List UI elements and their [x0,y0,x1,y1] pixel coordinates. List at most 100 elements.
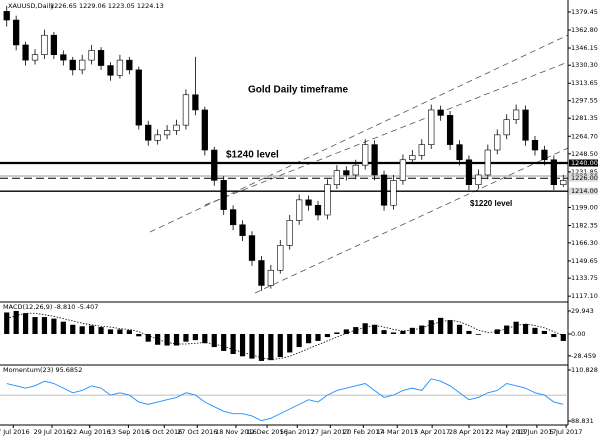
candle-body [192,94,199,111]
chart-title: XAUUSD,Daily [8,2,54,10]
x-tick-label: 7 Jul 2016 [0,428,30,436]
candle-body [248,235,256,261]
candle-body [399,159,407,181]
macd-bar [296,334,302,348]
macd-bar [428,320,434,334]
macd-bar [239,334,246,357]
x-tick-label: 14 Mar 2017 [377,428,418,436]
candle-body [418,144,425,156]
x-tick-label: 13 Sep 2016 [108,428,149,436]
macd-bar [155,334,161,345]
macd-bar [560,334,566,341]
y-tick-label: 0.00 [571,330,585,338]
x-tick-label: 5 Oct 2016 [146,428,182,436]
macd-bar [466,330,472,334]
x-tick-label: 22 Aug 2016 [69,428,111,436]
momentum-line [6,378,564,422]
macd-bar [268,334,274,361]
macd-bar [362,323,368,334]
macd-bar [287,334,293,353]
candle-body [343,170,350,176]
x-tick-label: 12 Dec 2016 [246,428,288,436]
macd-bar [315,334,321,341]
level-label: 1226.00 [571,174,598,182]
candle-body [503,119,510,136]
candle-body [182,94,190,126]
candle-body [31,54,39,61]
candle-body [512,109,520,120]
y-tick-label: 110.828 [571,366,598,374]
candle-body [97,50,105,66]
y-tick-label: 1362.80 [571,26,598,34]
candle-body [79,59,86,71]
candle-body [60,54,67,61]
candle-body [428,109,435,145]
y-tick-label: 1330.30 [571,61,598,69]
y-tick-label: 1379.45 [571,8,598,16]
candle-body [22,44,29,61]
y-tick-label: 29.943 [571,307,594,315]
macd-bar [334,332,340,334]
y-tick-label: 1231.85 [571,168,598,176]
y-tick-label: 1149.65 [571,257,598,265]
macd-bar [447,320,453,334]
x-tick-label: 20 Feb 2017 [343,428,383,436]
y-tick-label: 1313.65 [571,79,598,87]
candle-body [163,130,171,136]
candle-body [258,260,265,286]
candle-body [50,34,58,56]
macd-bar [230,334,236,354]
macd-bar [504,325,510,334]
y-tick-label: 1182.35 [571,221,598,229]
macd-bar [221,334,227,351]
level-tag [569,174,598,182]
macd-bar [32,317,38,334]
candle-body [362,144,369,166]
panel-title: MACD(12,26,9) -8.810 -5.407 [3,303,98,311]
macd-bar [98,327,104,334]
macd-bar [22,313,29,334]
trend-lines [149,34,569,294]
x-tick-label: 13 Jun 2017 [517,428,556,436]
candle-body [220,180,227,210]
annotation: $1220 level [470,199,512,208]
candle-body [286,220,293,246]
x-tick-label: 5 Apr 2017 [414,428,450,436]
x-tick-label: 5 Jan 2017 [280,428,315,436]
candle-body [3,11,10,21]
level-label: 1214.00 [571,187,598,195]
macd-bar [79,326,85,334]
macd-bar [4,312,10,334]
macd-bar [409,327,415,334]
macd-bar [456,324,463,334]
trend-line [204,61,569,206]
macd-bar [60,321,66,334]
macd-bar [173,334,180,346]
y-tick-label: 1264.70 [571,132,598,140]
candle-body [371,144,378,176]
candle-body [475,174,482,185]
y-tick-label: 1248.50 [571,150,598,158]
macd-bar [343,329,349,334]
macd-bar [381,330,387,334]
candle-body [437,109,444,116]
candle-body [201,109,208,151]
macd-bar [541,330,548,334]
candle-body [550,159,557,185]
macd-bar [324,334,331,338]
candle-body [88,50,95,61]
candle-body [494,134,501,151]
candle-body [409,155,416,161]
candle-body [239,224,246,236]
candle-body [324,184,331,216]
candle-body [13,19,20,46]
x-tick-label: 22 May 2017 [485,428,527,436]
macd-bar [117,329,123,334]
macd-bar [400,330,406,334]
candle-body [69,59,76,71]
candle-body [135,69,142,126]
y-tick-label: 1166.30 [571,239,598,247]
candle-body [522,109,529,141]
macd-bar [258,334,265,361]
signal-line [6,312,564,360]
